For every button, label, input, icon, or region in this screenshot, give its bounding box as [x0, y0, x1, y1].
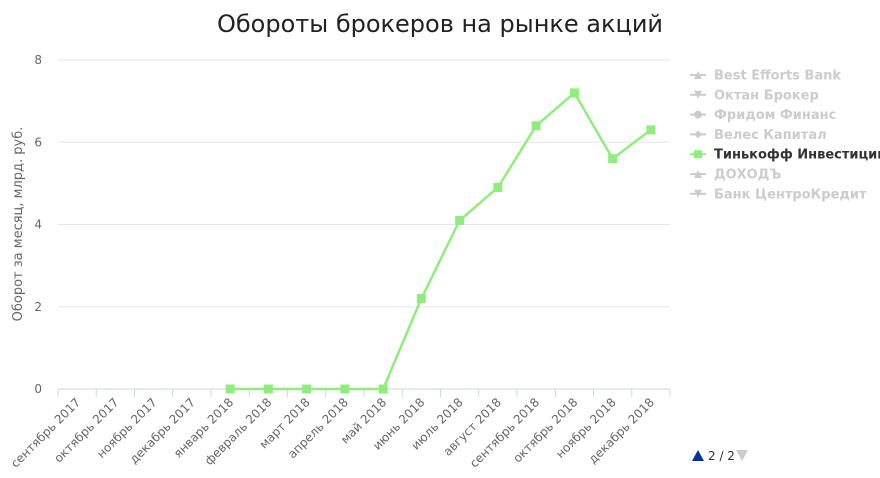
triangle-down-marker-icon: [694, 90, 702, 99]
triangle-down-marker-icon: [694, 189, 702, 198]
x-tick-label: декабрь 2018: [586, 395, 657, 466]
data-point[interactable]: [493, 182, 503, 192]
circle-marker-icon: [694, 110, 702, 119]
legend-item[interactable]: Best Efforts Bank: [690, 69, 841, 84]
legend-item[interactable]: Октан Брокер: [690, 88, 819, 103]
data-point[interactable]: [302, 384, 312, 394]
data-point[interactable]: [608, 154, 618, 164]
legend-label: ДОХОДЪ: [714, 168, 782, 183]
x-tick-label: декабрь 2017: [127, 395, 198, 466]
series-line: [230, 91, 652, 391]
legend-label: Банк ЦентроКредит: [714, 187, 867, 202]
triangle-marker-icon: [694, 71, 702, 79]
legend-pager: 2 / 2: [692, 449, 748, 463]
data-point[interactable]: [340, 384, 350, 394]
data-point[interactable]: [455, 215, 465, 225]
triangle-marker-icon: [694, 170, 702, 178]
data-point[interactable]: [569, 88, 579, 98]
y-tick-label: 0: [34, 382, 42, 396]
chart-title: Обороты брокеров на рынке акций: [217, 10, 663, 38]
data-point[interactable]: [378, 384, 388, 394]
data-point[interactable]: [225, 384, 235, 394]
legend: Best Efforts Bank Октан Брокер Фридом Фина…: [690, 69, 880, 202]
series-layer: [225, 88, 656, 394]
legend-label: Тинькофф Инвестиции: [714, 148, 880, 163]
legend-item[interactable]: Тинькофф Инвестиции: [690, 148, 880, 163]
y-tick-label: 8: [34, 53, 42, 67]
square-marker-icon: [694, 150, 702, 159]
pager-text: 2 / 2: [708, 449, 735, 463]
y-tick-label: 6: [34, 135, 42, 149]
legend-label: Велес Капитал: [714, 128, 827, 143]
y-axis-label: Оборот за месяц, млрд. руб.: [11, 127, 26, 322]
x-tick-label: февраль 2018: [202, 395, 275, 468]
y-tick-label: 2: [34, 300, 42, 314]
legend-item[interactable]: Фридом Финанс: [690, 108, 836, 123]
legend-item[interactable]: Банк ЦентроКредит: [690, 187, 867, 202]
pager-down-arrow-icon[interactable]: [736, 450, 748, 461]
pager-up-arrow-icon[interactable]: [692, 450, 704, 461]
data-point[interactable]: [263, 384, 273, 394]
x-tick-label: сентябрь 2018: [467, 395, 542, 470]
legend-label: Best Efforts Bank: [714, 69, 841, 84]
y-tick-label: 4: [34, 218, 42, 232]
diamond-marker-icon: [694, 130, 702, 139]
grid: [58, 59, 670, 308]
legend-item[interactable]: Велес Капитал: [690, 128, 827, 143]
legend-label: Фридом Финанс: [714, 108, 836, 123]
legend-item[interactable]: ДОХОДЪ: [690, 168, 782, 183]
data-point[interactable]: [646, 125, 656, 135]
data-point[interactable]: [531, 121, 541, 131]
x-tick-label: сентябрь 2017: [8, 395, 83, 470]
legend-label: Октан Брокер: [714, 88, 819, 103]
y-axis-ticks: 0 2 4 6 8: [34, 53, 42, 396]
data-point[interactable]: [416, 294, 426, 304]
